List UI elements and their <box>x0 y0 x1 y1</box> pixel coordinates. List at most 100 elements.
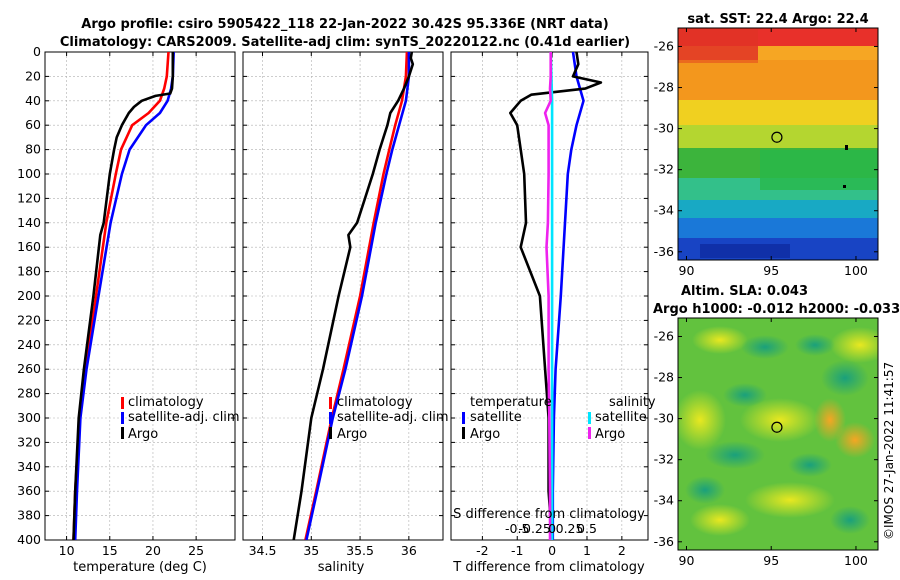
depth-tick-label: 220 <box>17 312 41 327</box>
sst-lat-tick-labels: -26 -28 -30 -32 -34 -36 <box>654 38 878 259</box>
x-tick-label: 0 <box>548 543 556 558</box>
difference-grid <box>451 51 648 541</box>
depth-tick-label: 60 <box>25 117 41 132</box>
depth-tick-label: 380 <box>17 508 41 523</box>
x-tick-label: 35.5 <box>346 543 374 558</box>
sst-map-frame <box>677 27 879 261</box>
depth-tick-label: 160 <box>17 239 41 254</box>
legend-swatch-s-satellite <box>588 412 591 424</box>
lat-tick-label: -34 <box>654 493 674 508</box>
legend-swatch-climatology <box>329 397 332 409</box>
x-tick-label: 34.5 <box>249 543 277 558</box>
legend-label-s-argo: Argo <box>595 427 625 442</box>
lon-tick-label: 100 <box>844 553 868 568</box>
figure-title-line2: Climatology: CARS2009. Satellite-adj cli… <box>60 35 630 50</box>
legend-label-t-argo: Argo <box>470 427 500 442</box>
series-line-t-argo <box>508 52 603 540</box>
sst-map: sat. SST: 22.4 Argo: 22.4 -26 -28 -30 -32 -3… <box>654 12 879 278</box>
temperature-grid <box>45 51 235 541</box>
lon-tick-label: 100 <box>844 263 868 278</box>
s-difference-axis-label: S difference from climatology <box>453 507 645 522</box>
sla-lat-tick-labels: -26 -28 -30 -32 -34 -36 <box>654 328 878 549</box>
depth-tick-label: 180 <box>17 264 41 279</box>
difference-legend-salinity: salinity satellite Argo <box>588 395 656 442</box>
s-tick-label: 0.25 <box>556 521 584 536</box>
t-difference-tick-labels: -2 -1 0 1 2 <box>476 543 626 558</box>
legend-swatch-climatology <box>121 397 124 409</box>
argo-location-marker <box>771 421 783 433</box>
legend-label-argo: Argo <box>337 427 367 442</box>
s-tick-label: 0 <box>548 521 556 536</box>
sla-lon-tick-labels: 90 95 100 <box>679 318 868 568</box>
salinity-legend: climatology satellite-adj. clim Argo <box>329 395 449 442</box>
legend-swatch-argo <box>329 427 332 439</box>
salinity-panel: 34.5 35 35.5 36 salinity climatology satell… <box>242 51 449 575</box>
legend-label-t-satellite: satellite <box>470 410 522 425</box>
series-line-argo <box>292 52 415 540</box>
sla-map-title-line2: Argo h1000: -0.012 h2000: -0.033 <box>653 302 900 317</box>
legend-swatch-s-argo <box>588 427 591 439</box>
legend-swatch-satellite <box>121 412 124 424</box>
legend-label-satellite: satellite-adj. clim <box>128 410 240 425</box>
depth-tick-label: 300 <box>17 410 41 425</box>
temperature-legend: climatology satellite-adj. clim Argo <box>121 395 240 442</box>
temperature-lines <box>72 52 175 540</box>
depth-tick-label: 400 <box>17 532 41 547</box>
s-difference-tick-labels: -0.5-0.250 0.250.5 <box>505 521 597 536</box>
lat-tick-label: -28 <box>654 80 674 95</box>
legend-heading-salinity: salinity <box>609 395 656 410</box>
temperature-axis-label: temperature (deg C) <box>73 560 207 575</box>
lat-tick-label: -28 <box>654 370 674 385</box>
x-tick-label: 25 <box>188 543 204 558</box>
legend-swatch-satellite <box>329 412 332 424</box>
legend-label-satellite: satellite-adj. clim <box>337 410 449 425</box>
x-tick-label: 2 <box>618 543 626 558</box>
lat-tick-label: -26 <box>654 328 674 343</box>
depth-tick-label: 260 <box>17 361 41 376</box>
depth-tick-label: 80 <box>25 142 41 157</box>
x-tick-label: -1 <box>511 543 523 558</box>
difference-lines <box>508 52 603 540</box>
legend-label-s-satellite: satellite <box>595 410 647 425</box>
depth-tick-label: 140 <box>17 215 41 230</box>
sst-lon-tick-labels: 90 95 100 <box>679 28 868 278</box>
lat-tick-label: -30 <box>654 411 674 426</box>
x-tick-label: 15 <box>102 543 118 558</box>
legend-swatch-t-satellite <box>462 412 465 424</box>
x-tick-label: 35 <box>303 543 319 558</box>
x-tick-label: 20 <box>145 543 161 558</box>
series-line-s-argo <box>543 52 553 540</box>
lat-tick-label: -30 <box>654 121 674 136</box>
depth-tick-label: 340 <box>17 459 41 474</box>
lon-tick-label: 90 <box>679 553 695 568</box>
sla-map: Altim. SLA: 0.043 Argo h1000: -0.012 h20… <box>653 284 900 568</box>
imos-timestamp: ©IMOS 27-Jan-2022 11:41:57 <box>882 362 896 540</box>
sla-map-frame <box>677 317 879 551</box>
temperature-panel: 0 20 40 60 80 100 120 140 160 180 200 220 240 260 280 3… <box>17 44 239 575</box>
depth-tick-label: 120 <box>17 190 41 205</box>
difference-panel: -2 -1 0 1 2 -0.5-0.250 0.250.5 S difference f… <box>450 51 656 575</box>
lat-tick-label: -34 <box>654 203 674 218</box>
salinity-grid <box>243 51 443 541</box>
sla-map-title-line1: Altim. SLA: 0.043 <box>681 284 808 299</box>
argo-location-marker <box>771 131 783 143</box>
x-tick-label: -2 <box>476 543 488 558</box>
series-line-argo <box>72 52 175 540</box>
difference-legend-temperature: temperature satellite Argo <box>462 395 552 442</box>
lat-tick-label: -32 <box>654 452 674 467</box>
depth-tick-label: 0 <box>33 44 41 59</box>
lon-tick-label: 90 <box>679 263 695 278</box>
lon-tick-label: 95 <box>763 553 779 568</box>
sla-field <box>678 318 878 550</box>
salinity-axis-label: salinity <box>318 560 365 575</box>
depth-tick-label: 280 <box>17 386 41 401</box>
lat-tick-label: -36 <box>654 534 674 549</box>
lat-tick-label: -36 <box>654 244 674 259</box>
s-tick-label: -0.25 <box>519 521 551 536</box>
t-difference-axis-label: T difference from climatology <box>452 560 645 575</box>
legend-swatch-t-argo <box>462 427 465 439</box>
depth-tick-label: 200 <box>17 288 41 303</box>
legend-heading-temperature: temperature <box>470 395 552 410</box>
legend-swatch-argo <box>121 427 124 439</box>
